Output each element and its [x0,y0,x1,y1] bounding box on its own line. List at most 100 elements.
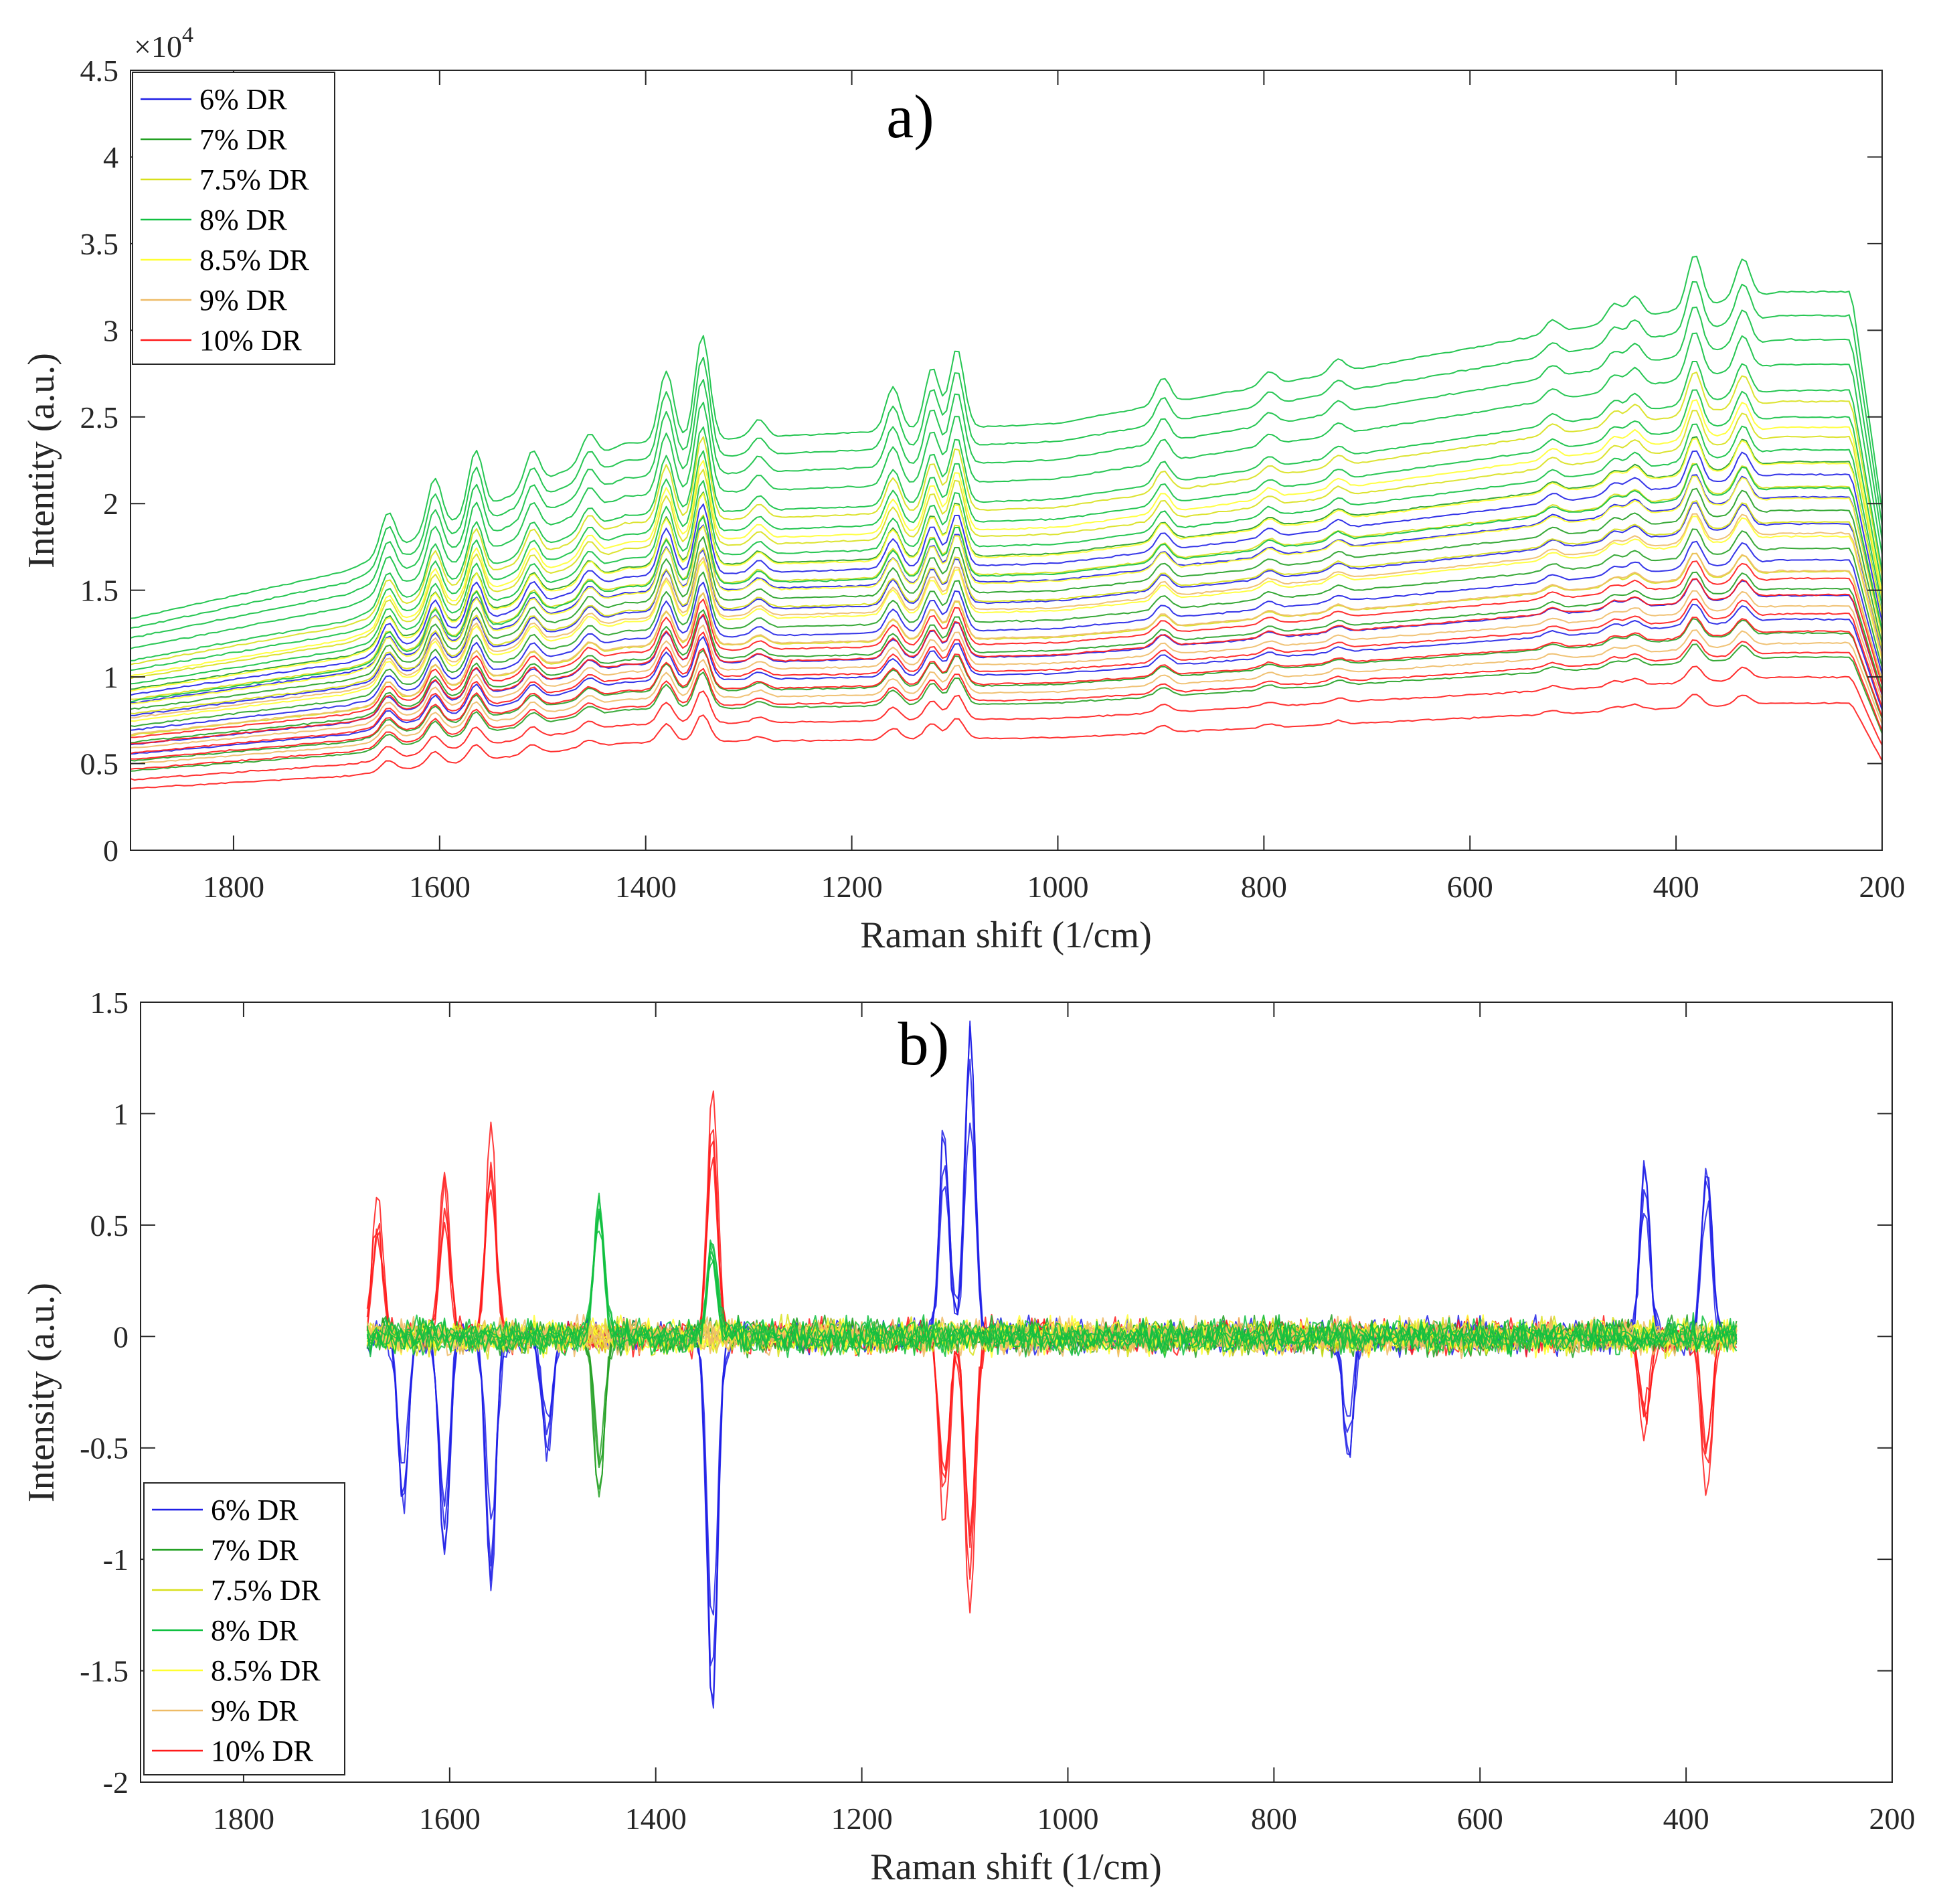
chart-a-series-line-8-dr [130,255,1883,619]
chart-a-x-tick-label: 800 [1241,870,1287,904]
chart-b-x-tick-label: 600 [1457,1802,1503,1836]
chart-b: 1800 1600 1400 1200 1000 800 600 400 200 -2 -1.5 -1… [21,985,1916,1888]
chart-b-series-line-9-dr [366,1318,1738,1358]
chart-a-x-tick-label: 600 [1447,870,1493,904]
chart-a-y-tick-label: 0.5 [80,747,119,781]
chart-b-x-tick-label: 1200 [831,1802,893,1836]
chart-a-series-line-6-dr [130,540,1883,731]
chart-a-series-line-7-dr [130,643,1883,772]
chart-b-legend-label: 9% DR [211,1694,299,1727]
chart-a-series-line-10-dr [130,617,1883,760]
chart-a-series-line-7-5-dr [130,372,1883,665]
chart-b-series-line-9-dr [367,1315,1738,1358]
chart-b-y-tick-label: -1.5 [80,1654,129,1688]
chart-a-legend-label: 7% DR [199,123,287,156]
chart-a-legend-label: 9% DR [199,284,287,317]
chart-b-x-tick-label: 1400 [625,1802,687,1836]
chart-b-legend-label: 8% DR [211,1614,299,1647]
chart-a-series-lines [130,255,1883,789]
chart-a-y-tick-label: 2.5 [80,400,119,434]
chart-b-x-tick-label: 200 [1869,1802,1916,1836]
chart-a-x-tick-label: 1200 [821,870,883,904]
chart-b-y-tick-label: 1 [113,1097,129,1131]
chart-a-legend: 6% DR 7% DR 7.5% DR 8% DR 8.5% DR 9% DR 10% DR [132,72,335,365]
chart-b-legend-label: 6% DR [211,1494,299,1526]
chart-b-y-tick-label: -2 [103,1765,129,1800]
chart-a-legend-label: 8.5% DR [199,244,309,276]
chart-a-series-line-7-5-dr [130,410,1883,680]
chart-a-series-line-8-5-dr [130,438,1883,692]
chart-a-series-line-9-dr [130,513,1883,719]
chart-a-series-line-9-dr [130,590,1883,749]
chart-b-legend: 6% DR 7% DR 7.5% DR 8% DR 8.5% DR 9% DR 10% DR [143,1482,345,1775]
chart-a-y-tick-label: 3 [103,313,118,347]
chart-a-series-line-6-dr [130,450,1883,696]
chart-a-y-tick-label: 0 [103,834,118,868]
chart-a-series-line-10-dr [130,665,1883,781]
chart-a-series-line-7-5-dr [130,463,1883,700]
chart-a-series-line-9-dr [130,629,1883,765]
chart-a-y-tick-label: 1 [103,660,118,694]
chart-b-legend-label: 10% DR [211,1735,313,1767]
chart-a-y-axis-label: Intentity (a.u.) [21,353,62,568]
chart-b-x-tick-label: 1000 [1037,1802,1098,1836]
chart-a: 1800 1600 1400 1200 1000 800 600 400 200 0 0.5 1 1.5… [21,23,1906,956]
chart-b-series-line-8-dr [367,1212,1738,1358]
chart-a-legend-box [132,72,335,365]
chart-a-y-tick-label: 4.5 [80,54,119,88]
chart-a-series-line-8-dr [130,389,1883,671]
chart-b-x-axis-label: Raman shift (1/cm) [870,1846,1161,1888]
chart-a-series-line-6-dr [130,603,1883,755]
chart-a-y-tick-label: 1.5 [80,574,119,608]
chart-a-legend-label: 6% DR [199,83,287,116]
chart-b-y-tick-label: -1 [103,1542,129,1577]
chart-a-y-multiplier: ×104 [134,23,193,64]
chart-a-series-line-7-dr [130,487,1883,710]
chart-a-series-line-8-dr [130,361,1883,661]
chart-b-y-tick-label: 0 [113,1320,129,1354]
chart-a-x-tick-label: 400 [1653,870,1699,904]
chart-b-x-tick-label: 800 [1251,1802,1297,1836]
chart-b-y-tick-label: 1.5 [90,985,129,1020]
chart-b-x-tick-label: 1800 [213,1802,274,1836]
chart-a-series-line-7-dr [130,618,1883,762]
chart-b-y-tick-label: -0.5 [80,1431,129,1465]
chart-a-ticks: 1800 1600 1400 1200 1000 800 600 400 200 0 0.5 1 1.5… [80,54,1906,904]
chart-b-x-tick-label: 400 [1663,1802,1709,1836]
chart-b-legend-label: 8.5% DR [211,1654,321,1687]
chart-a-series-line-7-dr [130,571,1883,744]
chart-a-legend-label: 10% DR [199,324,302,357]
chart-a-series-line-10-dr [130,598,1883,755]
chart-a-series-line-8-5-dr [130,399,1883,677]
chart-a-series-line-8-dr [130,306,1883,639]
chart-a-y-tick-label: 2 [103,487,118,521]
chart-a-panel-label: a) [886,82,934,151]
chart-a-x-tick-label: 1000 [1027,870,1088,904]
chart-a-x-tick-label: 1800 [203,870,264,904]
chart-a-series-line-7-5-dr [130,500,1883,715]
chart-b-axes-box [140,1002,1893,1783]
chart-b-ticks: 1800 1600 1400 1200 1000 800 600 400 200 -2 -1.5 -1… [80,985,1915,1836]
chart-a-x-tick-label: 200 [1859,870,1906,904]
chart-a-series-line-10-dr [130,578,1883,744]
chart-a-series-line-10-dr [130,639,1883,770]
chart-b-legend-label: 7.5% DR [211,1574,321,1607]
chart-b-y-tick-label: 0.5 [90,1208,129,1243]
chart-a-axes-box [130,70,1883,851]
chart-a-series-line-7-dr [130,436,1883,690]
chart-a-y-tick-label: 3.5 [80,227,119,261]
chart-a-series-line-7-dr [130,528,1883,727]
chart-a-x-axis-label: Raman shift (1/cm) [860,915,1151,956]
chart-b-series-lines [366,1020,1738,1709]
chart-a-series-line-9-dr [130,552,1883,736]
chart-a-series-line-8-dr [130,463,1883,703]
chart-a-x-tick-label: 1400 [615,870,677,904]
chart-a-x-tick-label: 1600 [409,870,471,904]
chart-a-y-tick-label: 4 [103,140,118,174]
chart-a-series-line-8-dr [130,423,1883,685]
chart-b-legend-label: 7% DR [211,1534,299,1567]
chart-b-series-line-8-dr [366,1192,1738,1358]
chart-a-legend-label: 8% DR [199,204,287,236]
chart-b-y-axis-label: Intensity (a.u.) [21,1283,62,1502]
